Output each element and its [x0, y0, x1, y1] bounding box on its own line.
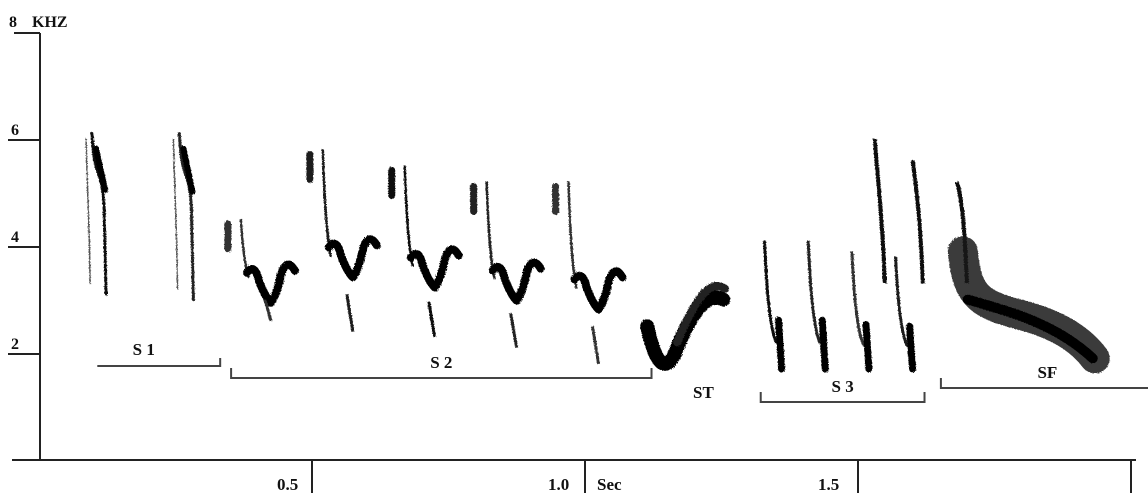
segment-bracket	[939, 378, 1148, 389]
syllable-trace	[640, 282, 731, 371]
syllable-trace	[85, 132, 109, 296]
segment-brackets: S 1 S 2 ST S 3 SF	[97, 340, 1148, 403]
syllable-trace	[806, 240, 829, 373]
y-tick-label-6: 6	[11, 122, 19, 139]
syllable-trace	[872, 138, 1110, 374]
syllable-trace	[763, 240, 786, 373]
segment-label: S 2	[430, 353, 452, 372]
syllable-trace	[306, 149, 381, 332]
syllable-trace	[850, 251, 873, 373]
segment-label: ST	[693, 383, 714, 402]
syllable-trace	[388, 165, 463, 338]
segment-label: SF	[1037, 363, 1057, 382]
syllable-trace	[470, 181, 545, 348]
x-tick-label-0-5: 0.5	[277, 475, 298, 494]
segment-bracket	[230, 368, 653, 379]
syllable-trace	[894, 256, 917, 373]
x-tick-label-1-0: 1.0	[548, 475, 569, 494]
syllable-traces	[85, 132, 1110, 374]
y-tick-label-2: 2	[11, 336, 19, 353]
y-tick-label-8: 8	[9, 14, 17, 31]
segment-bracket	[759, 392, 926, 403]
y-unit-label: KHZ	[32, 14, 68, 31]
segment-bracket	[97, 358, 222, 367]
y-tick-label-4: 4	[11, 229, 19, 246]
segment-label: S 3	[832, 377, 854, 396]
x-unit-label: Sec	[597, 475, 622, 494]
syllable-trace	[224, 218, 299, 322]
segment-label: S 1	[133, 340, 155, 359]
syllable-trace	[552, 181, 627, 364]
x-tick-label-1-5: 1.5	[818, 475, 839, 494]
syllable-trace	[172, 132, 196, 301]
